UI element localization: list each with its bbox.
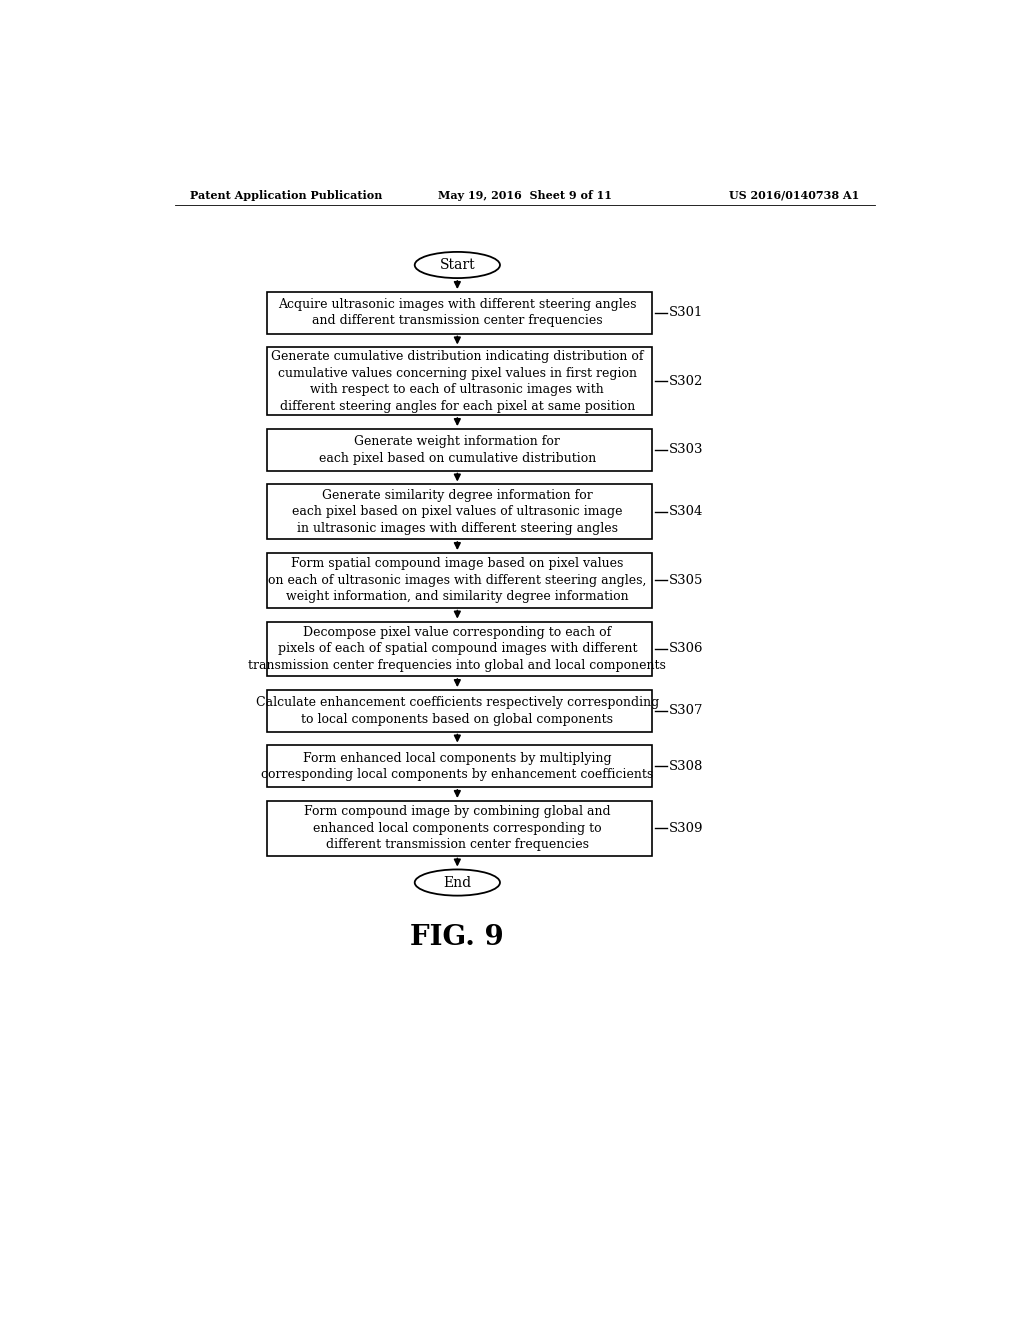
FancyBboxPatch shape	[267, 553, 652, 607]
Text: S305: S305	[669, 574, 703, 587]
Text: S302: S302	[669, 375, 703, 388]
Text: Form enhanced local components by multiplying
corresponding local components by : Form enhanced local components by multip…	[261, 751, 653, 781]
FancyBboxPatch shape	[267, 429, 652, 471]
Text: Calculate enhancement coefficients respectively corresponding
to local component: Calculate enhancement coefficients respe…	[256, 696, 659, 726]
Text: S304: S304	[669, 506, 703, 519]
Ellipse shape	[415, 870, 500, 896]
Text: FIG. 9: FIG. 9	[411, 924, 504, 952]
Text: Acquire ultrasonic images with different steering angles
and different transmiss: Acquire ultrasonic images with different…	[279, 298, 637, 327]
FancyBboxPatch shape	[267, 484, 652, 539]
Text: S307: S307	[669, 705, 703, 717]
FancyBboxPatch shape	[267, 622, 652, 676]
Text: Form spatial compound image based on pixel values
on each of ultrasonic images w: Form spatial compound image based on pix…	[268, 557, 646, 603]
Text: US 2016/0140738 A1: US 2016/0140738 A1	[729, 190, 859, 201]
Text: Form compound image by combining global and
enhanced local components correspond: Form compound image by combining global …	[304, 805, 610, 851]
Text: S301: S301	[669, 306, 703, 319]
Text: Start: Start	[439, 257, 475, 272]
Text: S303: S303	[669, 444, 703, 457]
Text: Decompose pixel value corresponding to each of
pixels of each of spatial compoun: Decompose pixel value corresponding to e…	[249, 626, 667, 672]
FancyBboxPatch shape	[267, 347, 652, 416]
FancyBboxPatch shape	[267, 801, 652, 855]
Text: May 19, 2016  Sheet 9 of 11: May 19, 2016 Sheet 9 of 11	[438, 190, 611, 201]
Text: Generate similarity degree information for
each pixel based on pixel values of u: Generate similarity degree information f…	[292, 488, 623, 535]
FancyBboxPatch shape	[267, 292, 652, 334]
FancyBboxPatch shape	[267, 746, 652, 787]
Text: S308: S308	[669, 760, 703, 772]
Text: Patent Application Publication: Patent Application Publication	[190, 190, 382, 201]
Ellipse shape	[415, 252, 500, 279]
Text: Generate cumulative distribution indicating distribution of
cumulative values co: Generate cumulative distribution indicat…	[271, 350, 644, 413]
Text: S309: S309	[669, 822, 703, 834]
Text: End: End	[443, 875, 471, 890]
FancyBboxPatch shape	[267, 690, 652, 731]
Text: S306: S306	[669, 643, 703, 655]
Text: Generate weight information for
each pixel based on cumulative distribution: Generate weight information for each pix…	[318, 436, 596, 465]
